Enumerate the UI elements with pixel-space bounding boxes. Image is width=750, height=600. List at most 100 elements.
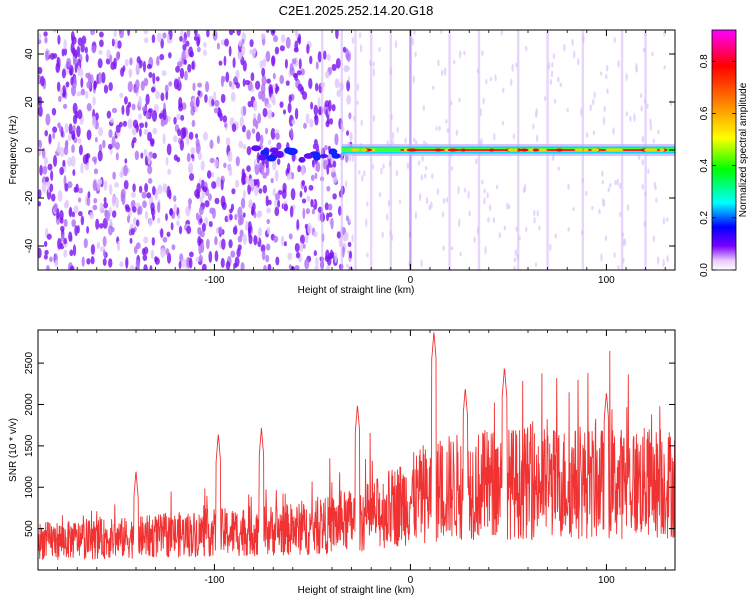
spectrogram-noise-cell <box>606 64 609 72</box>
spectrogram-noise-cell <box>441 69 444 77</box>
spectrogram-noise-cell <box>483 196 486 205</box>
spectrogram-noise-cell <box>109 54 113 63</box>
spectrogram-carrier-peak <box>532 148 539 152</box>
spectrogram-noise-cell <box>92 204 98 211</box>
spectrogram-noise-cell <box>315 61 319 70</box>
spectrogram-noise-cell <box>325 120 330 128</box>
spectrogram-noise-cell <box>351 234 354 243</box>
spectrogram-onset-blob <box>269 147 279 154</box>
spectrogram-noise-cell <box>77 109 83 120</box>
spectrogram-noise-cell <box>603 105 606 113</box>
spectrogram-noise-cell <box>666 255 669 263</box>
spectrogram-noise-cell <box>192 82 196 92</box>
spectrogram-noise-cell <box>68 206 73 218</box>
spectrogram-noise-cell <box>305 113 310 124</box>
spectrogram-noise-cell <box>442 197 446 204</box>
spectrogram-noise-cell <box>112 171 116 180</box>
spectrogram-noise-cell <box>127 81 133 93</box>
spectrogram-noise-cell <box>294 242 300 253</box>
snr-x-tick-label: -100 <box>204 575 224 586</box>
spectrogram-noise-cell <box>331 63 337 72</box>
spectrogram-noise-cell <box>327 99 332 112</box>
spectrogram-noise-cell <box>202 131 208 141</box>
spectrogram-noise-cell <box>332 193 337 200</box>
spectrogram-noise-cell <box>625 111 629 117</box>
spectrogram-noise-cell <box>441 211 445 218</box>
spectrogram-noise-cell <box>203 49 207 56</box>
spectrogram-noise-cell <box>623 238 627 246</box>
spectrogram-noise-cell <box>152 127 157 135</box>
spectrogram-noise-cell <box>162 108 167 121</box>
spectrogram-noise-cell <box>484 245 487 255</box>
spectrogram-noise-cell <box>38 145 41 157</box>
spectrogram-y-axis-label: Frequency (Hz) <box>8 116 19 185</box>
spectrogram-noise-cell <box>157 201 161 213</box>
spectrogram-noise-cell <box>180 114 185 121</box>
spectrogram-y-tick-label: -20 <box>24 190 35 205</box>
spectrogram-noise-cell <box>145 111 150 120</box>
spectrogram-noise-cell <box>428 204 431 211</box>
snr-y-tick-label: 2500 <box>24 352 35 375</box>
spectrogram-noise-cell <box>173 78 179 90</box>
spectrogram-noise-cell <box>294 264 300 270</box>
spectrogram-noise-cell <box>228 45 232 57</box>
spectrogram-noise-cell <box>230 250 236 258</box>
spectrogram-noise-cell <box>348 218 351 223</box>
spectrogram-carrier-peak <box>434 148 443 152</box>
spectrogram-onset-blob <box>266 154 277 162</box>
spectrogram-noise-cell <box>348 112 352 120</box>
spectrogram-noise-cell <box>601 197 605 207</box>
spectrogram-noise-cell <box>550 70 554 78</box>
spectrogram-noise-cell <box>268 84 273 94</box>
colorbar-ticks: 0.0 0.2 0.4 0.6 0.8 <box>699 54 736 277</box>
spectrogram-noise-cell <box>300 68 305 76</box>
spectrogram-noise-cell <box>617 60 620 68</box>
spectrogram-noise-cell <box>76 45 81 58</box>
spectrogram-noise-cell <box>326 265 331 270</box>
spectrogram-noise-cell <box>185 206 191 217</box>
spectrogram-noise-cell <box>133 245 138 255</box>
spectrogram-noise-cell <box>322 50 327 60</box>
spectrogram-noise-cell <box>616 178 619 187</box>
spectrogram-noise-cell <box>148 72 153 78</box>
spectrogram-noise-cell <box>59 146 65 158</box>
spectrogram-noise-cell <box>70 42 75 54</box>
spectrogram-noise-cell <box>563 43 566 52</box>
spectrogram-noise-cell <box>535 134 539 143</box>
spectrogram-noise-cell <box>77 37 83 47</box>
spectrogram-noise-cell <box>287 252 293 261</box>
spectrogram-noise-cell <box>228 30 234 36</box>
spectrogram-noise-cell <box>625 72 628 82</box>
spectrogram-noise-cell <box>103 180 108 191</box>
spectrogram-noise-cell <box>248 199 253 207</box>
spectrogram-noise-cell <box>113 30 117 38</box>
spectrogram-noise-cell <box>257 112 262 124</box>
spectrogram-noise-cell <box>421 155 424 163</box>
spectrogram-noise-cell <box>626 204 630 211</box>
spectrogram-noise-cell <box>532 123 535 130</box>
spectrogram-noise-cell <box>557 76 560 83</box>
spectrogram-carrier-peak <box>591 148 599 152</box>
spectrogram-noise-cell <box>254 185 259 197</box>
spectrogram-noise-cell <box>292 72 298 78</box>
spectrogram-noise-cell <box>287 102 292 114</box>
spectrogram-noise-cell <box>119 30 125 39</box>
spectrogram-noise-cell <box>289 205 294 218</box>
spectrogram-noise-cell <box>649 118 652 124</box>
spectrogram-noise-cell <box>236 248 241 258</box>
spectrogram-noise-cell <box>209 157 215 164</box>
snr-x-axis-label: Height of straight line (km) <box>298 585 415 596</box>
spectrogram-noise-cell <box>553 98 557 104</box>
spectrogram-noise-cell <box>87 191 91 199</box>
spectrogram-noise-cell <box>114 181 119 188</box>
spectrogram-noise-cell <box>246 129 251 140</box>
spectrogram-noise-cell <box>76 91 82 97</box>
spectrogram-noise-cell <box>119 92 124 98</box>
spectrogram-noise-cell <box>347 249 350 255</box>
spectrogram-noise-cell <box>186 30 191 38</box>
spectrogram-noise-cell <box>463 50 466 56</box>
spectrogram-noise-cell <box>363 170 366 177</box>
spectrogram-noise-cell <box>120 67 125 77</box>
spectrogram-noise-cell <box>128 70 132 79</box>
spectrogram-noise-cell <box>86 196 91 207</box>
